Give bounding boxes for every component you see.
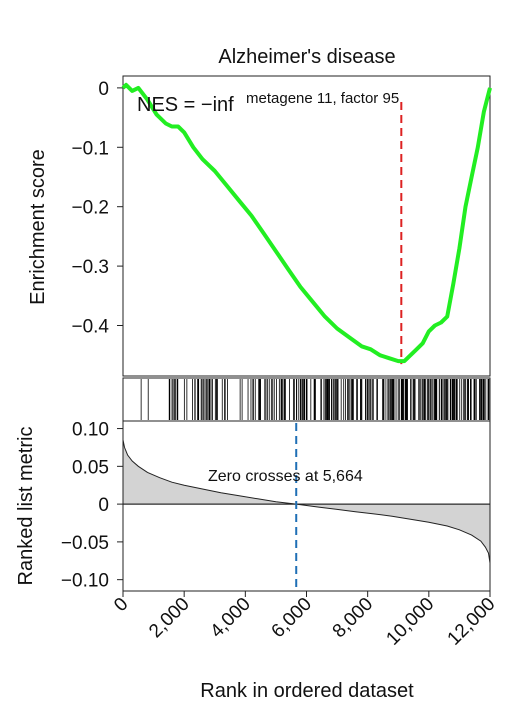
enrichment-y-tick-label: −0.1 — [71, 138, 109, 159]
hit-ticks — [140, 379, 490, 420]
x-tick-label: 10,000 — [382, 594, 438, 650]
enrichment-y-tick-label: −0.4 — [71, 317, 109, 338]
hits-panel — [122, 377, 491, 422]
x-tick-label: 12,000 — [444, 594, 500, 650]
ranked-metric-y-tick-label: 0 — [98, 495, 109, 516]
x-axis: 0 2,000 4,000 6,000 8,000 10,000 12,000 — [110, 591, 500, 650]
ranked-metric-panel: Zero crosses at 5,664 0.10 0.05 0 −0.05 −0.1… — [15, 420, 491, 592]
ranked-metric-area — [122, 439, 491, 564]
enrichment-score-line — [121, 82, 492, 364]
enrichment-y-tick-label: −0.3 — [71, 257, 109, 278]
ranked-metric-y-tick-label: −0.05 — [61, 533, 109, 554]
nes-annotation: NES = −inf — [137, 94, 234, 116]
x-tick-label: 8,000 — [329, 594, 377, 642]
x-tick-label: 2,000 — [145, 594, 193, 642]
enrichment-panel: 0 −0.1 −0.2 −0.3 −0.4 Enrichment score NES =… — [27, 75, 492, 377]
ranked-metric-y-tick-label: −0.10 — [61, 571, 109, 592]
ranked-metric-y-tick-label: 0.10 — [72, 420, 109, 441]
ranked-metric-y-axis: 0.10 0.05 0 −0.05 −0.10 — [61, 420, 123, 592]
ranked-metric-y-axis-label: Ranked list metric — [15, 427, 37, 586]
enrichment-y-tick-label: −0.2 — [71, 198, 109, 219]
ranked-metric-y-tick-label: 0.05 — [72, 457, 109, 478]
enrichment-plot-frame — [122, 75, 491, 377]
x-tick-label: 0 — [110, 594, 132, 616]
zero-cross-annotation: Zero crosses at 5,664 — [208, 468, 363, 485]
gene-set-annotation: metagene 11, factor 95 — [246, 90, 399, 107]
chart-title: Alzheimer's disease — [218, 46, 395, 68]
x-tick-label: 4,000 — [206, 594, 254, 642]
enrichment-y-tick-label: 0 — [98, 79, 109, 100]
x-axis-label: Rank in ordered dataset — [200, 680, 414, 702]
x-tick-label: 6,000 — [268, 594, 316, 642]
enrichment-y-axis: 0 −0.1 −0.2 −0.3 −0.4 — [71, 79, 123, 338]
enrichment-y-axis-label: Enrichment score — [27, 149, 49, 305]
